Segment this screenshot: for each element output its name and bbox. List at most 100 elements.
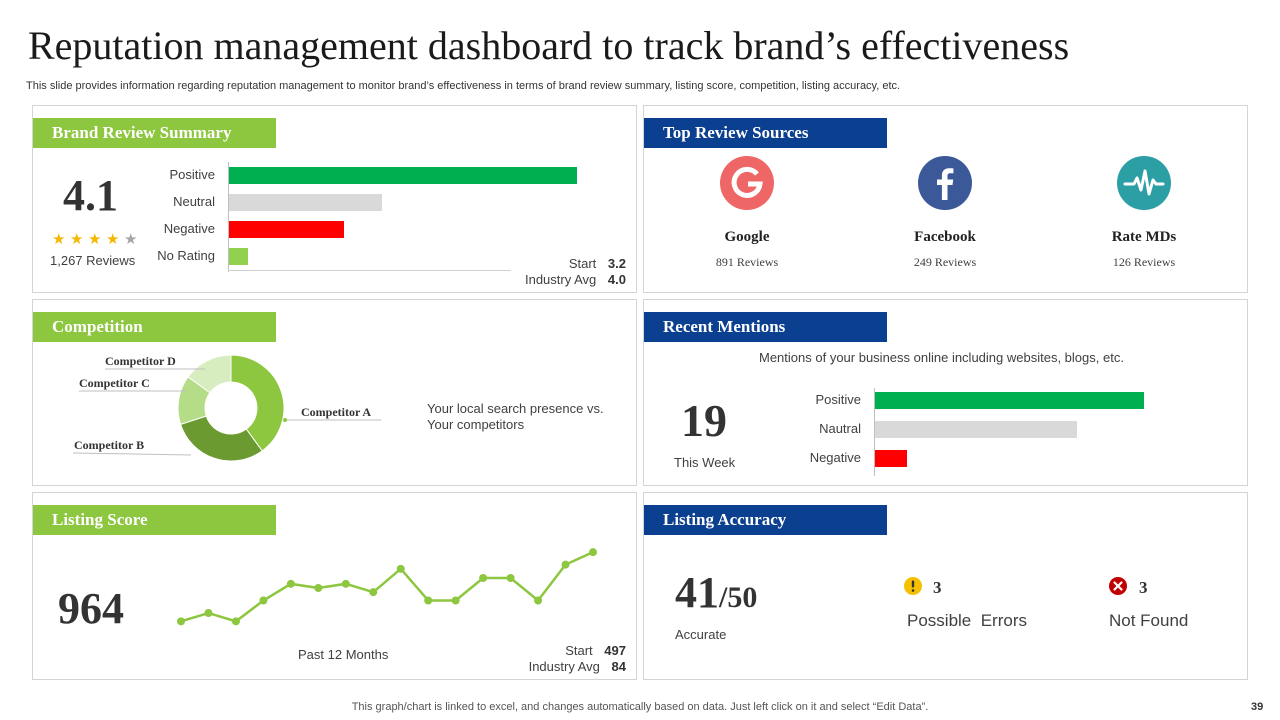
- notfound-label: Not Found: [1109, 611, 1189, 630]
- line-point: [424, 596, 433, 605]
- star-icon: ★: [106, 231, 120, 248]
- mentions-description: Mentions of your business online includi…: [759, 350, 1124, 365]
- source-facebook[interactable]: Facebook 249 Reviews: [865, 156, 1025, 276]
- facebook-icon: [918, 156, 972, 210]
- line-point: [341, 579, 350, 588]
- bar-no-rating: [229, 248, 249, 265]
- donut-slice-competitor-a: [230, 354, 285, 452]
- mentions-axis: [874, 388, 875, 476]
- donut-label: Competitor C: [79, 376, 150, 390]
- start-value: 3.2: [607, 256, 626, 271]
- listing-industry-label: Industry Avg 84: [529, 659, 626, 674]
- errors-count: 3: [933, 578, 942, 597]
- errors-label: Possible Errors: [907, 611, 1027, 630]
- listing-score-value: 964: [58, 584, 124, 633]
- source-ratemds[interactable]: Rate MDs 126 Reviews: [1064, 156, 1224, 276]
- start-label-text: Start: [568, 256, 597, 271]
- line-point: [506, 574, 515, 582]
- accuracy-label: Accurate: [675, 627, 727, 642]
- top-sources-panel: Top Review Sources Google 891 Reviews Fa…: [643, 105, 1248, 293]
- bar-positive: [229, 167, 577, 184]
- star-icon: ★: [52, 231, 66, 248]
- industry-avg-label: Industry Avg 4.0: [525, 272, 626, 287]
- line-point: [314, 584, 323, 592]
- bar-label: Negative: [163, 221, 215, 236]
- bar-label: Positive: [815, 392, 861, 407]
- line-point: [177, 617, 185, 626]
- top-sources-header: Top Review Sources: [644, 118, 887, 148]
- listing-industry-value: 84: [611, 659, 626, 674]
- line-point: [479, 574, 488, 582]
- bar-label: Neutral: [173, 194, 215, 209]
- slide-subtitle: This slide provides information regardin…: [26, 80, 901, 92]
- star-icon: ★: [88, 231, 102, 248]
- accuracy-total: /50: [719, 581, 758, 614]
- listing-industry-text: Industry Avg: [528, 659, 600, 674]
- line-point: [286, 579, 295, 588]
- listing-score-panel: Listing Score 964 Past 12 Months Start 4…: [32, 492, 637, 680]
- brand-review-header: Brand Review Summary: [33, 118, 276, 148]
- brand-review-count: 1,267 Reviews: [50, 253, 136, 268]
- star-icon: ★: [70, 231, 84, 248]
- source-reviews: 891 Reviews: [715, 255, 779, 269]
- mentions-period: This Week: [674, 455, 736, 470]
- line-point: [589, 548, 597, 557]
- listing-accuracy-header: Listing Accuracy: [644, 505, 887, 535]
- donut-leader-dot: [283, 418, 287, 422]
- bar-label: No Rating: [157, 248, 215, 263]
- line-point: [231, 617, 240, 626]
- competition-donut-chart: Competitor A Competitor B Competitor C Comp…: [72, 354, 381, 462]
- page-number: 39: [1251, 701, 1264, 713]
- star-icon: ★: [124, 231, 138, 248]
- bar-nautral: [875, 421, 1077, 438]
- donut-slice-competitor-d: [187, 354, 232, 394]
- competition-note: Your local search presence vs. Your comp…: [427, 401, 604, 433]
- competition-header: Competition: [33, 312, 276, 342]
- bar-label: Positive: [169, 167, 215, 182]
- google-icon: [720, 156, 774, 210]
- competition-panel: Competition Competitor A Competitor B Comp…: [32, 299, 637, 486]
- donut-leader-line: [72, 452, 192, 456]
- industry-avg-value: 4.0: [607, 272, 626, 287]
- accuracy-number: 41: [675, 568, 719, 617]
- source-name: Rate MDs: [1111, 229, 1177, 245]
- footer-note: This graph/chart is linked to excel, and…: [351, 701, 929, 713]
- listing-score-line-chart: [177, 548, 597, 626]
- recent-mentions-panel: Recent Mentions Mentions of your busines…: [643, 299, 1248, 486]
- line-point: [534, 596, 543, 605]
- donut-label: Competitor B: [74, 438, 144, 452]
- line-point: [369, 588, 378, 597]
- start-label: Start 3.2: [569, 256, 626, 271]
- line-point: [204, 609, 213, 617]
- source-name: Google: [724, 229, 770, 245]
- source-name: Facebook: [914, 229, 976, 245]
- bar-negative: [229, 221, 344, 238]
- listing-accuracy-panel: Listing Accuracy 41/50 Accurate 3 Possib…: [643, 492, 1248, 680]
- competition-note-line1: Your local search presence vs.: [427, 401, 604, 416]
- mentions-count: 19: [681, 395, 727, 446]
- recent-mentions-header: Recent Mentions: [644, 312, 887, 342]
- bar-baseline: [228, 270, 511, 271]
- bar-axis: [228, 162, 229, 272]
- listing-start-text: Start: [565, 643, 593, 658]
- warning-icon: [904, 577, 922, 595]
- donut-label: Competitor D: [105, 354, 176, 368]
- notfound-count: 3: [1139, 578, 1148, 597]
- listing-start-label: Start 497: [565, 643, 626, 658]
- listing-score-header: Listing Score: [33, 505, 276, 535]
- source-google[interactable]: Google 891 Reviews: [667, 156, 827, 276]
- bar-negative: [875, 450, 908, 467]
- source-reviews: 249 Reviews: [913, 255, 977, 269]
- competition-note-line2: Your competitors: [427, 417, 525, 432]
- brand-review-panel: Brand Review Summary 4.1 ★ ★ ★ ★ ★ 1,267…: [32, 105, 637, 293]
- bar-label: Nautral: [819, 421, 861, 436]
- bar-label: Negative: [809, 450, 861, 465]
- line-point: [396, 564, 405, 573]
- donut-label: Competitor A: [301, 405, 371, 419]
- error-icon: [1109, 577, 1127, 595]
- donut-slice-competitor-b: [179, 415, 263, 462]
- line-point: [561, 560, 570, 569]
- brand-review-score: 4.1: [63, 171, 118, 220]
- listing-start-value: 497: [604, 643, 626, 658]
- line-series: [180, 551, 594, 623]
